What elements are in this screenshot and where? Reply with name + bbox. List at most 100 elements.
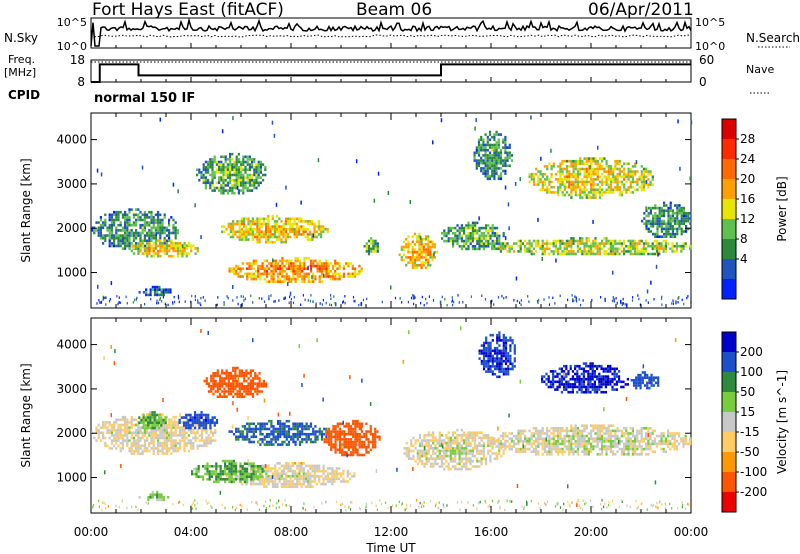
data-cell — [320, 438, 324, 441]
data-ground-scatter — [263, 300, 266, 303]
data-cell — [671, 242, 674, 245]
data-speckle — [232, 285, 234, 289]
data-cell — [307, 480, 310, 483]
data-cell — [576, 180, 580, 184]
data-cell — [249, 469, 253, 473]
data-cell — [128, 210, 131, 214]
data-cell — [219, 470, 222, 473]
data-cell — [487, 245, 490, 248]
data-cell — [148, 441, 151, 445]
data-cell — [649, 222, 652, 225]
data-cell — [631, 191, 635, 194]
data-cell — [93, 436, 96, 440]
data-cell — [163, 436, 166, 440]
data-cell — [231, 173, 234, 177]
data-cell — [365, 445, 368, 449]
data-cell — [147, 426, 150, 430]
data-cell — [165, 441, 168, 445]
data-cell — [248, 438, 251, 441]
data-cell — [400, 245, 403, 249]
data-cell — [334, 275, 337, 278]
data-cell — [609, 185, 613, 189]
data-cell — [108, 447, 111, 450]
data-speckle — [620, 299, 622, 304]
data-cell — [233, 168, 236, 172]
data-cell — [535, 167, 538, 171]
data-cell — [414, 460, 417, 463]
data-cell — [168, 423, 171, 427]
data-ground-scatter — [300, 303, 302, 306]
data-cell — [287, 280, 291, 283]
data-cell — [222, 184, 225, 187]
data-cell — [253, 171, 256, 174]
data-cell — [596, 165, 599, 168]
data-cell — [149, 291, 152, 294]
data-cell — [636, 250, 639, 253]
data-cell — [240, 385, 244, 388]
data-cell — [119, 244, 122, 248]
data-cell — [590, 162, 593, 166]
data-cell — [263, 427, 266, 431]
data-cell — [316, 264, 319, 268]
data-cell — [441, 232, 444, 235]
data-cell — [185, 418, 188, 422]
data-cell — [128, 242, 131, 245]
data-cell — [480, 245, 483, 248]
data-cell — [235, 160, 238, 164]
data-cell — [326, 227, 329, 231]
data-cell — [265, 472, 268, 475]
data-ground-scatter — [639, 303, 641, 306]
data-cell — [161, 423, 164, 427]
data-cell — [238, 372, 241, 375]
data-cell — [443, 229, 446, 232]
data-cell — [623, 167, 626, 171]
data-cell — [227, 225, 230, 228]
data-speckle — [530, 115, 532, 120]
data-cell — [273, 230, 276, 234]
data-cell — [274, 427, 277, 431]
data-cell — [150, 218, 153, 222]
data-speckle — [200, 235, 202, 240]
data-cell — [301, 277, 304, 281]
data-cell — [262, 178, 265, 182]
data-cell — [213, 421, 216, 425]
data-ground-scatter — [441, 295, 443, 299]
data-cell — [190, 249, 193, 253]
data-cell — [338, 448, 342, 452]
data-cell — [229, 158, 232, 161]
data-cell — [616, 183, 619, 186]
data-cell — [341, 448, 344, 452]
data-cell — [196, 168, 199, 172]
data-speckle — [311, 275, 313, 280]
data-cell — [561, 170, 564, 173]
data-cell — [640, 188, 643, 192]
data-cell — [338, 435, 342, 439]
data-cell — [441, 237, 444, 240]
data-cell — [526, 242, 529, 245]
data-cell — [654, 232, 657, 236]
data-cell — [543, 250, 546, 253]
data-cell — [495, 159, 498, 162]
data-cell — [263, 425, 266, 428]
data-ground-scatter — [528, 300, 530, 303]
data-cell — [139, 244, 142, 248]
data-cell — [667, 225, 670, 228]
data-cell — [541, 239, 544, 243]
data-cell — [324, 469, 327, 473]
data-cell — [495, 143, 498, 147]
data-cell — [298, 462, 301, 465]
data-cell — [115, 447, 118, 450]
data-cell — [449, 229, 452, 232]
data-cell — [329, 472, 332, 475]
data-cell — [262, 222, 265, 226]
data-cell — [243, 470, 246, 473]
data-cell — [493, 234, 496, 238]
data-cell — [620, 193, 624, 197]
data-cell — [160, 493, 163, 496]
data-cell — [341, 438, 344, 441]
data-cell — [269, 233, 272, 236]
data-cell — [211, 173, 214, 177]
data-cell — [154, 242, 157, 245]
data-cell — [281, 422, 284, 426]
data-cell — [280, 238, 283, 241]
